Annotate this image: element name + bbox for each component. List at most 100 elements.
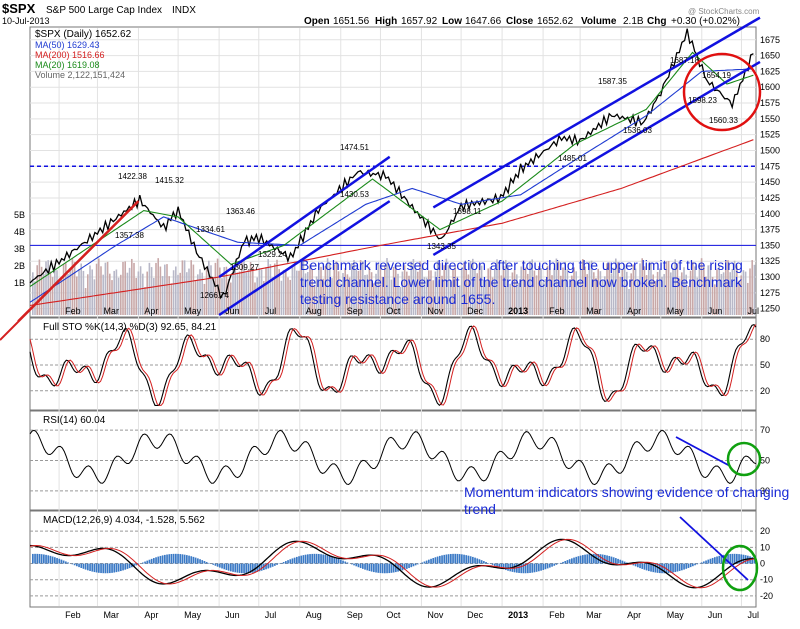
price-label: 1309.27 [230,263,259,272]
volume-bar [586,274,588,315]
price-label: 1266.74 [200,291,229,300]
macd-hist-bar [309,554,311,564]
volume-bar [304,273,307,315]
price-label: 1536.03 [623,126,652,135]
volume-bar [179,272,181,315]
volume-bar [678,278,681,315]
volume-bar [344,268,346,315]
volume-bar [727,260,729,315]
macd-hist-bar [115,563,118,573]
volume-bar [487,268,489,315]
volume-bar [476,273,478,315]
x-tick-label: Mar [586,306,602,316]
macd-hist-bar [707,559,710,564]
volume-bar [353,259,355,315]
volume-bar [249,262,252,315]
macd-hist-bar [45,554,47,564]
macd-hist-bar [582,555,584,564]
macd-hist-bar [205,561,208,564]
macd-hist-bar [645,563,648,571]
macd-hist-bar [483,561,485,564]
macd-hist-bar [731,553,734,564]
macd-hist-bar [166,554,168,564]
volume-bar [126,272,129,315]
macd-hist-bar [67,562,69,564]
macd-hist-bar [705,560,707,564]
macd-hist-bar [531,563,534,573]
rsi-trend-line [675,436,731,467]
volume-bar [322,278,324,315]
macd-hist-bar [128,563,131,569]
volume-bar [593,272,595,315]
volume-bar [309,264,311,315]
macd-hist-bar [223,563,226,570]
x-tick-label: Jun [225,306,240,316]
macd-hist-bar [399,563,402,572]
macd-hist-bar [456,553,459,564]
volume-bar [560,275,562,315]
x-tick-label: Feb [549,306,565,316]
volume-bar [128,267,131,315]
macd-hist-bar [89,563,91,571]
volume-bar [579,264,582,315]
macd-hist-bar [612,557,615,564]
macd-hist-bar [192,556,195,564]
volume-bar [687,286,690,315]
macd-hist-bar [474,557,476,564]
macd-hist-bar [538,563,540,572]
volume-bar [214,262,217,315]
macd-hist-bar [423,561,426,564]
volume-bar [199,269,201,315]
volume-bar [423,277,426,315]
volume-bar [516,274,518,315]
volume-bar [445,258,448,315]
macd-hist-bar [650,563,652,572]
macd-hist-bar [351,563,353,565]
macd-hist-bar [172,553,175,564]
volume-bar [494,269,496,315]
macd-hist-bar [375,563,377,573]
macd-hist-bar [293,557,296,564]
macd-hist-bar [535,563,538,572]
macd-hist-bar [120,563,122,572]
volume-bar [256,277,258,315]
volume-bar [652,274,654,315]
volume-bar [395,263,397,315]
macd-hist-bar [177,553,179,564]
volume-bar [194,280,197,315]
volume-bar [333,264,335,315]
high-value: 1657.92 [401,16,438,27]
volume-bar [469,260,472,315]
volume-bar [410,261,412,315]
volume-bar [230,282,232,315]
volume-bar [626,271,628,315]
volume-bar [375,273,377,315]
volume-bar [379,264,382,315]
volume-bar [454,266,456,315]
macd-hist-bar [711,557,714,564]
macd-hist-bar [60,559,63,564]
volume-bar [694,266,696,315]
volume-bar [711,277,714,315]
price-label: 1598.23 [688,96,717,105]
macd-hist-bar [214,563,217,566]
volume-bar [623,264,626,315]
macd-hist-bar [291,558,294,564]
y-tick-labels: 1250 1275 1300 1325 1350 1375 1400 1425 1450 1475… [14,35,780,314]
macd-hist-bar [43,554,45,564]
macd-hist-bar [390,563,393,573]
volume-bar [509,283,511,315]
macd-hist-bar [443,554,446,564]
macd-hist-bar [714,557,716,564]
y-tick-label: 1550 [760,114,780,124]
x-tick-label: Jul [265,306,277,316]
macd-hist-bar [588,554,591,564]
macd-hist-bar [56,557,58,564]
volume-bar [252,266,254,315]
volume-bar [298,270,300,315]
macd-hist-bar [340,559,342,564]
volume-bar [414,269,417,315]
volume-bar [696,277,698,315]
macd-hist-bar [533,563,536,573]
exchange-label: INDX [172,5,196,16]
